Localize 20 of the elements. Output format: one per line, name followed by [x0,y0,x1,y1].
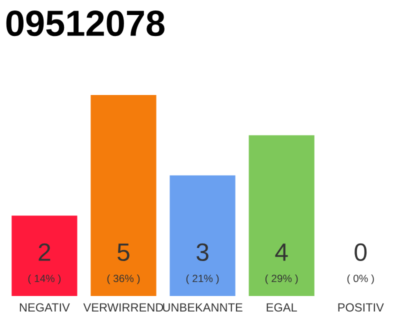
data-label: 0 [354,243,367,262]
bar [12,216,78,296]
x-tick-label: VERWIRREND [83,303,164,312]
x-tick-label: UNBEKANNTE [163,303,242,312]
data-label: 2 [38,243,50,261]
bar [248,135,314,296]
data-label: 3 [196,243,208,262]
chart-title: 09512078 [6,10,164,36]
annotation: ( 36% ) [107,274,140,284]
annotation: ( 29% ) [265,274,298,284]
data-label: 5 [118,244,130,262]
bar [90,95,156,296]
annotation: ( 0% ) [347,274,374,284]
annotation: ( 21% ) [186,274,219,284]
annotation: ( 14% ) [28,274,61,284]
x-tick-label: EGAL [266,303,297,312]
x-tick-label: POSITIV [338,303,384,312]
x-tick-label: NEGATIV [20,303,70,312]
data-label: 4 [275,244,288,261]
bar [170,175,236,296]
